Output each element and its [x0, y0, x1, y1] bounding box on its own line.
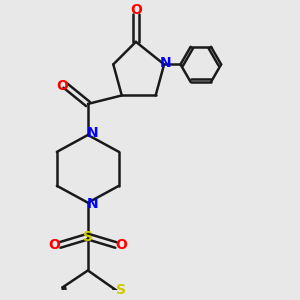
Text: S: S [83, 230, 93, 244]
Text: N: N [86, 126, 98, 140]
Text: O: O [115, 238, 127, 252]
Text: O: O [130, 3, 142, 17]
Text: N: N [86, 197, 98, 211]
Text: S: S [116, 283, 126, 297]
Text: O: O [56, 79, 68, 93]
Text: N: N [160, 56, 171, 70]
Text: O: O [49, 238, 61, 252]
